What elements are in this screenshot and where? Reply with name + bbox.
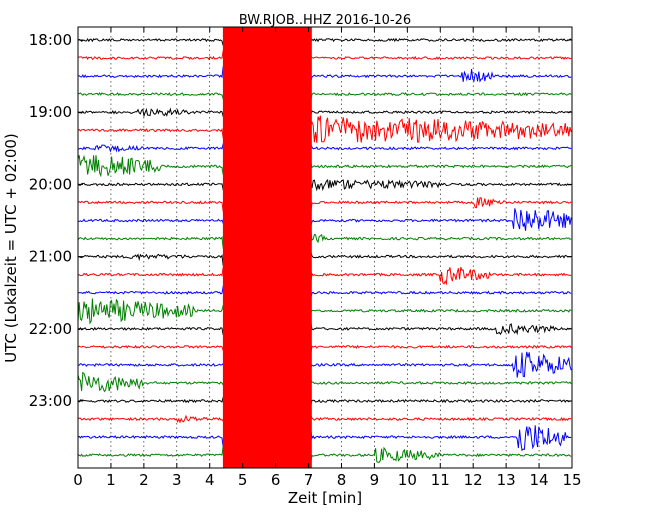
x-tick-label: 8 — [337, 471, 347, 489]
seismic-trace — [77, 351, 572, 378]
saturated-event — [222, 27, 312, 468]
x-tick-label: 12 — [464, 471, 483, 489]
plot-frame — [77, 26, 573, 469]
seismic-trace — [77, 226, 572, 249]
y-axis: 18:00 19:00 20:00 21:00 22:00 23:00 — [29, 31, 572, 410]
x-tick-label: 5 — [238, 471, 248, 489]
x-tick-label: 13 — [497, 471, 516, 489]
y-tick-label: 22:00 — [29, 320, 72, 338]
y-tick-label: 19:00 — [29, 103, 72, 121]
traces — [77, 27, 572, 468]
seismic-trace — [77, 409, 572, 430]
seismic-trace — [77, 425, 572, 452]
seismic-trace — [77, 191, 572, 214]
x-tick-label: 3 — [172, 471, 182, 489]
seismic-trace — [77, 336, 572, 357]
x-tick-label: 9 — [370, 471, 380, 489]
x-tick-label: 11 — [431, 471, 450, 489]
seismic-trace — [78, 263, 572, 286]
x-tick-label: 14 — [530, 471, 549, 489]
seismic-trace — [77, 154, 572, 178]
x-tick-label: 15 — [562, 471, 581, 489]
seismic-trace — [77, 174, 572, 196]
seismic-trace — [77, 82, 572, 106]
seismic-trace — [77, 29, 572, 50]
x-axis-label: Zeit [min] — [288, 489, 362, 507]
x-tick-label: 2 — [139, 471, 149, 489]
y-axis-label: UTC (Lokalzeit = UTC + 02:00) — [2, 133, 20, 363]
x-tick-label: 7 — [304, 471, 314, 489]
y-tick-label: 18:00 — [29, 31, 72, 49]
seismic-trace — [77, 64, 572, 87]
seismic-trace — [77, 371, 572, 394]
x-axis: 0 1 2 3 4 5 6 7 8 9 10 11 12 13 14 15 — [73, 27, 582, 489]
x-tick-label: 6 — [271, 471, 281, 489]
y-tick-label: 20:00 — [29, 175, 72, 193]
x-tick-label: 10 — [398, 471, 417, 489]
seismic-trace — [78, 47, 572, 69]
seismic-trace — [77, 208, 572, 231]
seismic-trace — [77, 281, 572, 304]
y-tick-label: 21:00 — [29, 248, 72, 266]
chart-title: BW.RJOB..HHZ 2016-10-26 — [239, 13, 411, 28]
x-tick-label: 4 — [205, 471, 215, 489]
y-tick-label: 23:00 — [29, 392, 72, 410]
x-tick-label: 1 — [106, 471, 116, 489]
x-tick-label: 0 — [73, 471, 83, 489]
seismic-trace — [77, 136, 572, 160]
seismic-trace — [77, 101, 572, 123]
seismic-trace — [77, 319, 572, 340]
plot-background — [78, 27, 572, 468]
seismic-trace — [77, 444, 572, 466]
seismic-trace — [77, 298, 572, 325]
seismic-trace — [77, 391, 572, 412]
seismic-trace — [77, 246, 572, 267]
seismic-trace — [77, 113, 572, 149]
